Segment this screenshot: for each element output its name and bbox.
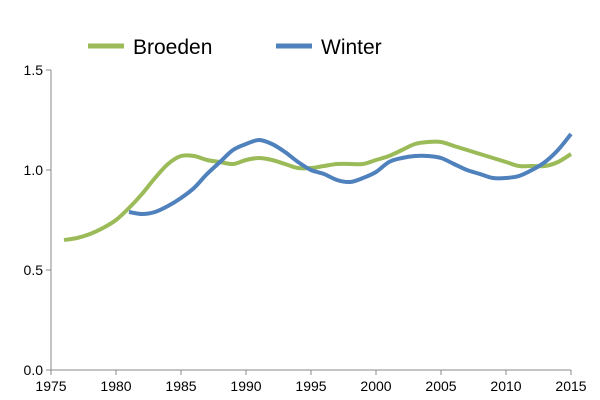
- x-tick-label: 1985: [165, 378, 196, 394]
- x-tick-label: 1975: [35, 378, 66, 394]
- x-tick-label: 1980: [100, 378, 131, 394]
- y-axis-ticks: 0.0 0.5 1.0 1.5: [24, 62, 51, 378]
- x-tick-label: 1990: [230, 378, 261, 394]
- y-tick-label: 1.0: [24, 162, 44, 178]
- x-tick-label: 2005: [425, 378, 456, 394]
- plot-area: 0.0 0.5 1.0 1.5 1975 1980 1985 1990 1995 2000 200…: [24, 62, 587, 394]
- y-tick-label: 0.0: [24, 362, 44, 378]
- y-tick-label: 1.5: [24, 62, 44, 78]
- legend-label-winter: Winter: [321, 36, 382, 59]
- x-axis-ticks: 1975 1980 1985 1990 1995 2000 2005 2010 2015: [35, 370, 587, 394]
- series-line-winter: [128, 132, 573, 216]
- x-tick-label: 2015: [555, 378, 586, 394]
- chart-legend: Broeden Winter: [88, 36, 382, 59]
- y-tick-label: 0.5: [24, 262, 44, 278]
- x-tick-label: 2010: [490, 378, 521, 394]
- x-tick-label: 2000: [360, 378, 391, 394]
- x-tick-label: 1995: [295, 378, 326, 394]
- series-lines: [63, 132, 573, 242]
- series-line-broeden: [63, 139, 573, 242]
- legend-label-broeden: Broeden: [133, 36, 212, 59]
